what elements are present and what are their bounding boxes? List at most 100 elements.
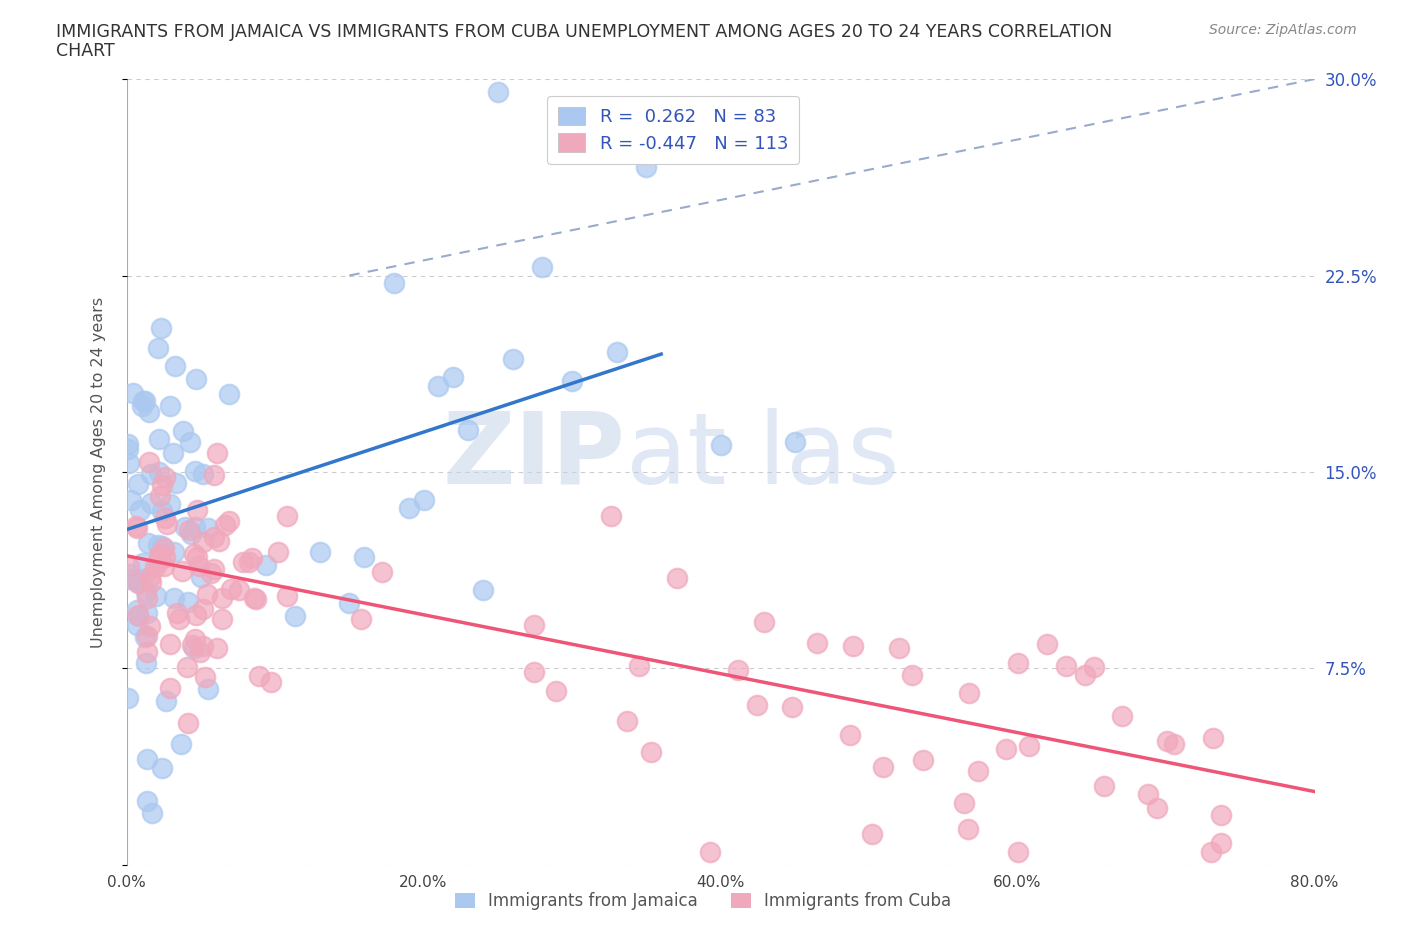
Point (267, 545, 290, 560)
Point (276, 589, 298, 604)
Point (957, 821, 980, 836)
Point (117, 572, 139, 587)
Text: CHART: CHART (56, 42, 115, 60)
Point (121, 572, 143, 587)
Point (128, 502, 150, 517)
Point (1163, 737, 1185, 751)
Point (193, 467, 215, 482)
Point (202, 529, 225, 544)
Point (754, 615, 776, 630)
Point (350, 611, 373, 626)
Point (780, 700, 803, 715)
Point (153, 511, 176, 525)
Point (127, 476, 149, 491)
Point (665, 571, 688, 586)
Point (139, 569, 162, 584)
Point (183, 546, 205, 561)
Point (218, 387, 240, 402)
Point (523, 664, 546, 679)
Point (121, 386, 143, 401)
Point (193, 602, 215, 617)
Point (1137, 787, 1160, 802)
Point (1007, 844, 1029, 859)
Point (911, 752, 934, 767)
Point (141, 466, 163, 481)
Point (138, 405, 160, 419)
Point (131, 572, 153, 587)
Point (186, 371, 208, 386)
Point (194, 669, 217, 684)
Point (191, 535, 214, 550)
Point (148, 464, 170, 479)
Point (136, 793, 159, 808)
Point (170, 737, 193, 751)
Point (117, 690, 139, 705)
Point (166, 605, 188, 620)
Point (135, 629, 157, 644)
Point (179, 522, 201, 537)
Point (120, 493, 142, 508)
Point (138, 455, 160, 470)
Point (149, 321, 172, 336)
Point (183, 640, 205, 655)
Point (176, 715, 198, 730)
Point (1083, 659, 1105, 674)
Point (127, 575, 149, 590)
Point (197, 520, 219, 535)
Point (276, 509, 298, 524)
Point (283, 608, 305, 623)
Point (186, 550, 208, 565)
Point (117, 437, 139, 452)
Text: IMMIGRANTS FROM JAMAICA VS IMMIGRANTS FROM CUBA UNEMPLOYMENT AMONG AGES 20 TO 24: IMMIGRANTS FROM JAMAICA VS IMMIGRANTS FR… (56, 23, 1112, 41)
Point (1146, 801, 1168, 816)
Y-axis label: Unemployment Among Ages 20 to 24 years: Unemployment Among Ages 20 to 24 years (91, 297, 105, 647)
Point (190, 570, 212, 585)
Point (197, 682, 219, 697)
Point (901, 667, 924, 682)
Point (1054, 658, 1077, 673)
Point (118, 456, 141, 471)
Point (127, 576, 149, 591)
Point (188, 644, 211, 659)
Point (1202, 730, 1225, 745)
Point (195, 587, 218, 602)
Point (146, 555, 169, 570)
Point (523, 618, 546, 632)
Point (502, 352, 524, 366)
Point (159, 398, 181, 413)
Point (1209, 807, 1232, 822)
Point (150, 538, 173, 553)
Point (135, 656, 157, 671)
Point (127, 521, 149, 536)
Point (953, 796, 976, 811)
Point (179, 435, 201, 450)
Point (143, 559, 166, 574)
Point (155, 694, 177, 709)
Point (200, 565, 222, 580)
Point (136, 751, 159, 766)
Point (636, 159, 658, 174)
Point (186, 502, 208, 517)
Point (148, 548, 170, 563)
Point (138, 536, 160, 551)
Point (167, 612, 190, 627)
Point (139, 575, 162, 590)
Point (839, 727, 862, 742)
Point (136, 591, 159, 605)
Point (238, 554, 260, 569)
Point (995, 742, 1018, 757)
Point (132, 393, 155, 408)
Point (1111, 709, 1133, 724)
Point (152, 559, 174, 574)
Point (214, 517, 236, 532)
Point (245, 591, 267, 606)
Point (135, 644, 157, 659)
Point (254, 558, 277, 573)
Point (146, 538, 169, 552)
Point (191, 639, 214, 654)
Point (136, 605, 159, 620)
Point (165, 475, 187, 490)
Point (184, 463, 207, 478)
Point (118, 567, 141, 582)
Point (141, 805, 163, 820)
